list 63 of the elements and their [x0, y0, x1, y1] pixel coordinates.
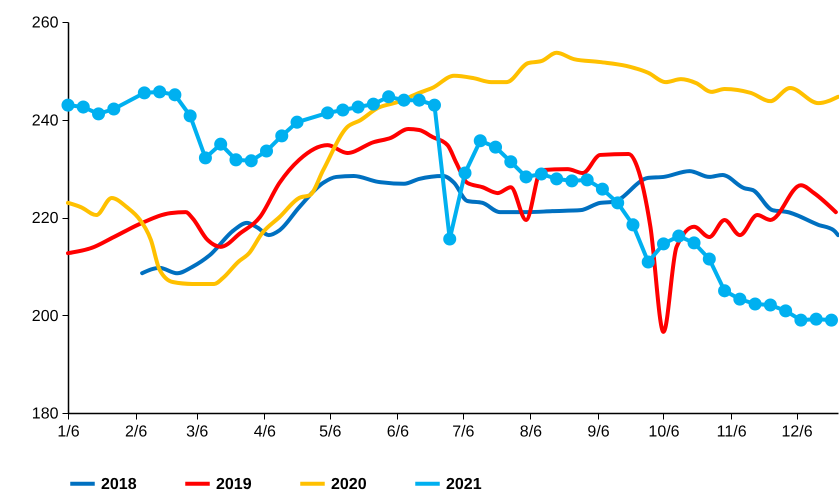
point	[214, 138, 228, 151]
x-tick-label: 11/6	[716, 424, 747, 440]
x-tick-label: 8/6	[520, 424, 542, 440]
point	[656, 237, 670, 250]
x-tick-label: 5/6	[319, 424, 342, 440]
point	[550, 172, 564, 186]
x-tick-label: 9/6	[587, 424, 610, 440]
y-tick-label: 200	[32, 308, 59, 325]
x-tick-label: 10/6	[648, 424, 680, 440]
point	[489, 140, 502, 154]
x-tick-label: 4/6	[254, 424, 276, 440]
y-tick-label: 260	[32, 14, 59, 32]
point	[198, 151, 212, 164]
point	[443, 232, 456, 246]
point	[321, 106, 334, 120]
point	[688, 236, 701, 250]
point	[290, 116, 304, 129]
point	[184, 109, 197, 122]
y-tick-label: 180	[32, 406, 59, 422]
point	[382, 90, 396, 104]
point	[733, 292, 746, 306]
point	[520, 170, 533, 184]
point	[565, 174, 578, 188]
x-tick-label: 2/6	[124, 424, 148, 440]
point	[275, 129, 288, 142]
point	[702, 252, 716, 266]
point	[534, 167, 548, 181]
point	[229, 153, 242, 166]
point	[504, 155, 518, 168]
legend-label: 2019	[216, 476, 252, 493]
point	[824, 314, 838, 327]
point	[474, 134, 487, 148]
legend-label: 2020	[331, 476, 367, 493]
point	[764, 298, 777, 312]
x-tick-label: 12/6	[781, 424, 813, 440]
point	[779, 304, 792, 318]
point	[580, 173, 594, 186]
point	[794, 314, 808, 327]
point	[458, 166, 472, 180]
point	[412, 94, 426, 107]
legend-label: 2018	[101, 476, 137, 493]
point	[626, 218, 640, 232]
point	[611, 196, 624, 210]
point	[718, 284, 732, 298]
point	[596, 182, 609, 196]
x-tick-label: 6/6	[386, 424, 410, 440]
x-tick-label: 1/6	[57, 424, 80, 440]
y-tick-label: 240	[32, 112, 59, 130]
point	[352, 100, 365, 114]
point	[672, 230, 686, 243]
point	[397, 94, 410, 107]
point	[428, 98, 441, 112]
x-tick-label: 3/6	[186, 424, 208, 440]
y-tick-label: 220	[32, 210, 59, 227]
point	[244, 154, 258, 168]
point	[260, 144, 274, 158]
point	[810, 312, 823, 326]
point	[336, 103, 350, 116]
point	[642, 255, 655, 268]
x-tick-label: 7/6	[452, 424, 475, 440]
legend-label: 2021	[446, 476, 482, 493]
point	[748, 298, 762, 311]
point	[366, 98, 380, 111]
